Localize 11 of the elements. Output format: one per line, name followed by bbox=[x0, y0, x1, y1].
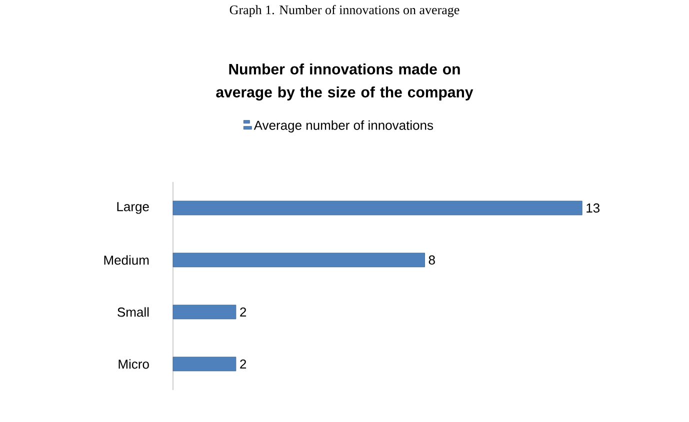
legend-label: Average number of innovations bbox=[254, 120, 434, 132]
y-tick-label: Large bbox=[117, 202, 149, 214]
data-label: 2 bbox=[240, 307, 246, 317]
caption: Graph 1. Number of innovations on average bbox=[230, 5, 460, 17]
y-tick-label: Medium bbox=[104, 255, 149, 265]
y-tick-label: Small bbox=[118, 307, 149, 317]
y-tick-label: Micro bbox=[118, 359, 149, 369]
data-label: 2 bbox=[240, 359, 246, 369]
data-label: 13 bbox=[586, 203, 600, 213]
chart-title: Number of innovations made on average by the size of the company bbox=[216, 63, 474, 101]
data-label: 8 bbox=[428, 255, 435, 265]
